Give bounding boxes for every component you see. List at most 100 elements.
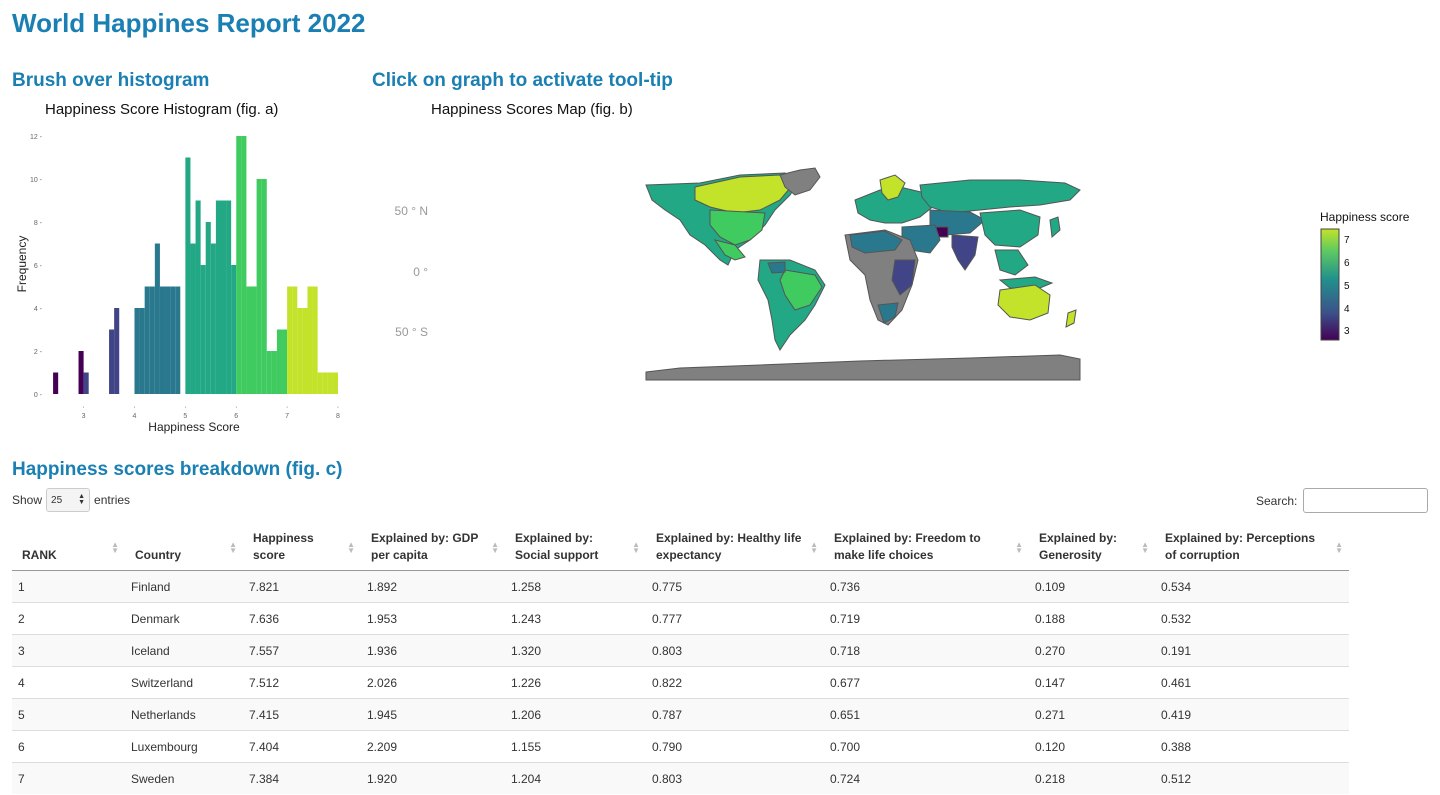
map-antarctica[interactable] <box>645 354 1081 381</box>
histogram-bar[interactable] <box>78 351 84 394</box>
histogram-bar[interactable] <box>139 308 145 394</box>
map-usa[interactable] <box>709 209 766 246</box>
cell-social-support: 1.243 <box>505 602 646 635</box>
map-japan[interactable] <box>1049 216 1061 239</box>
histogram-bar[interactable] <box>266 351 272 394</box>
histogram-bar[interactable] <box>226 200 232 395</box>
histogram-chart[interactable]: 0 -2 -4 -6 -8 -10 -12 - 3'4'5'6'7'8' Hap… <box>10 122 350 440</box>
column-header-life-expectancy[interactable]: Explained by: Healthy life expectancy ▲ ▼ <box>646 524 824 571</box>
histogram-bar[interactable] <box>134 308 140 394</box>
column-header-line1: Explained by: <box>1039 531 1118 545</box>
histogram-bar[interactable] <box>282 329 288 395</box>
map-china[interactable] <box>979 209 1041 248</box>
histogram-bar[interactable] <box>312 286 318 395</box>
column-header-freedom[interactable]: Explained by: Freedom to make life choice… <box>824 524 1029 571</box>
y-tick-label: 0 - <box>34 392 43 399</box>
cell-happiness-score: 7.557 <box>243 634 361 667</box>
histogram-bar[interactable] <box>271 351 277 394</box>
histogram-bar[interactable] <box>256 179 262 394</box>
histogram-bar[interactable] <box>261 179 267 394</box>
map-mexico[interactable] <box>713 239 746 261</box>
column-header-line1: Explained by: Healthy life <box>656 531 802 545</box>
histogram-bar[interactable] <box>322 372 328 395</box>
histogram-bar[interactable] <box>231 265 237 394</box>
histogram-bar[interactable] <box>210 243 216 395</box>
histogram-bar[interactable] <box>276 329 283 395</box>
histogram-bar[interactable] <box>144 286 150 395</box>
histogram-bar[interactable] <box>159 286 166 395</box>
histogram-bar[interactable] <box>287 286 293 395</box>
cell-corruption: 0.512 <box>1155 762 1349 794</box>
histogram-bar[interactable] <box>200 265 206 394</box>
histogram-bar[interactable] <box>109 329 115 395</box>
column-header-line1: Explained by: <box>515 531 594 545</box>
entries-select[interactable]: 25 ▲ ▼ <box>46 488 91 512</box>
column-header-gdp[interactable]: Explained by: GDP per capita ▲ ▼ <box>361 524 505 571</box>
map-south-africa[interactable] <box>877 302 899 324</box>
histogram-bar[interactable] <box>215 200 221 395</box>
column-header-line1: Explained by: GDP <box>371 531 479 545</box>
histogram-bar[interactable] <box>205 222 211 394</box>
cell-freedom: 0.677 <box>824 666 1029 699</box>
column-header-social-support[interactable]: Explained by: Social support ▲ ▼ <box>505 524 646 571</box>
column-header-generosity[interactable]: Explained by: Generosity ▲ ▼ <box>1029 524 1155 571</box>
cell-gdp: 1.892 <box>361 570 505 603</box>
histogram-bar[interactable] <box>307 286 313 395</box>
sort-icon: ▲ ▼ <box>229 540 237 555</box>
histogram-bar[interactable] <box>317 372 323 395</box>
cell-gdp: 2.026 <box>361 666 505 699</box>
histogram-bar[interactable] <box>251 286 257 395</box>
map-scandinavia[interactable] <box>879 174 906 201</box>
map-greenland[interactable] <box>779 167 821 196</box>
x-tick-mark: ' <box>83 407 84 413</box>
map-indonesia[interactable] <box>998 276 1054 291</box>
column-header-rank[interactable]: RANK ▲ ▼ <box>12 524 125 571</box>
histogram-bar[interactable] <box>53 372 59 395</box>
histogram-bar[interactable] <box>246 286 252 395</box>
cell-life-expectancy: 0.803 <box>646 634 824 667</box>
map-east-africa[interactable] <box>891 259 916 296</box>
histogram-bar[interactable] <box>236 136 242 394</box>
histogram-bar[interactable] <box>332 372 338 395</box>
table-row[interactable]: 4 Switzerland 7.512 2.026 1.226 0.822 0.677 0.1… <box>12 666 1349 699</box>
column-header-country[interactable]: Country ▲ ▼ <box>125 524 243 571</box>
map-southeast-asia[interactable] <box>994 249 1029 276</box>
histogram-bar[interactable] <box>195 200 201 395</box>
histogram-bar[interactable] <box>220 200 227 395</box>
table-row[interactable]: 5 Netherlands 7.415 1.945 1.206 0.787 0.651 0.2… <box>12 698 1349 731</box>
histogram-bar[interactable] <box>327 372 333 395</box>
map-brazil[interactable] <box>779 269 823 311</box>
column-header-corruption[interactable]: Explained by: Perceptions of corruption ▲ ▼ <box>1155 524 1349 571</box>
table-heading: Happiness scores breakdown (fig. c) <box>12 459 343 480</box>
column-header-line2: Generosity <box>1039 548 1102 562</box>
map-canada[interactable] <box>694 174 796 214</box>
map-russia[interactable] <box>919 179 1081 214</box>
histogram-bar[interactable] <box>165 286 171 395</box>
map-venezuela[interactable] <box>767 261 786 274</box>
map-india[interactable] <box>951 234 979 271</box>
histogram-bar[interactable] <box>185 157 191 395</box>
histogram-bar[interactable] <box>175 286 181 395</box>
map-australia[interactable] <box>997 284 1051 321</box>
map-north-africa[interactable] <box>849 230 903 254</box>
histogram-bar[interactable] <box>170 286 176 395</box>
histogram-bar[interactable] <box>149 286 155 395</box>
column-header-happiness-score[interactable]: Happiness score ▲ ▼ <box>243 524 361 571</box>
table-row[interactable]: 2 Denmark 7.636 1.953 1.243 0.777 0.719 0.188 0.… <box>12 602 1349 635</box>
histogram-bar[interactable] <box>114 308 120 394</box>
world-map[interactable] <box>640 165 1085 385</box>
cell-corruption: 0.419 <box>1155 698 1349 731</box>
histogram-bar[interactable] <box>302 308 308 394</box>
histogram-bar[interactable] <box>83 372 89 395</box>
histogram-bar[interactable] <box>292 286 298 395</box>
search-input[interactable] <box>1303 488 1429 513</box>
table-row[interactable]: 6 Luxembourg 7.404 2.209 1.155 0.790 0.700 0.12… <box>12 730 1349 763</box>
histogram-bar[interactable] <box>154 243 160 395</box>
table-row[interactable]: 1 Finland 7.821 1.892 1.258 0.775 0.736 0.109 0.… <box>12 570 1349 603</box>
map-new-zealand[interactable] <box>1065 309 1077 328</box>
histogram-bar[interactable] <box>190 243 196 395</box>
histogram-bar[interactable] <box>241 136 247 394</box>
table-row[interactable]: 7 Sweden 7.384 1.920 1.204 0.803 0.724 0.218 0.5… <box>12 762 1349 794</box>
histogram-bar[interactable] <box>297 308 303 394</box>
table-row[interactable]: 3 Iceland 7.557 1.936 1.320 0.803 0.718 0.270 0.… <box>12 634 1349 667</box>
